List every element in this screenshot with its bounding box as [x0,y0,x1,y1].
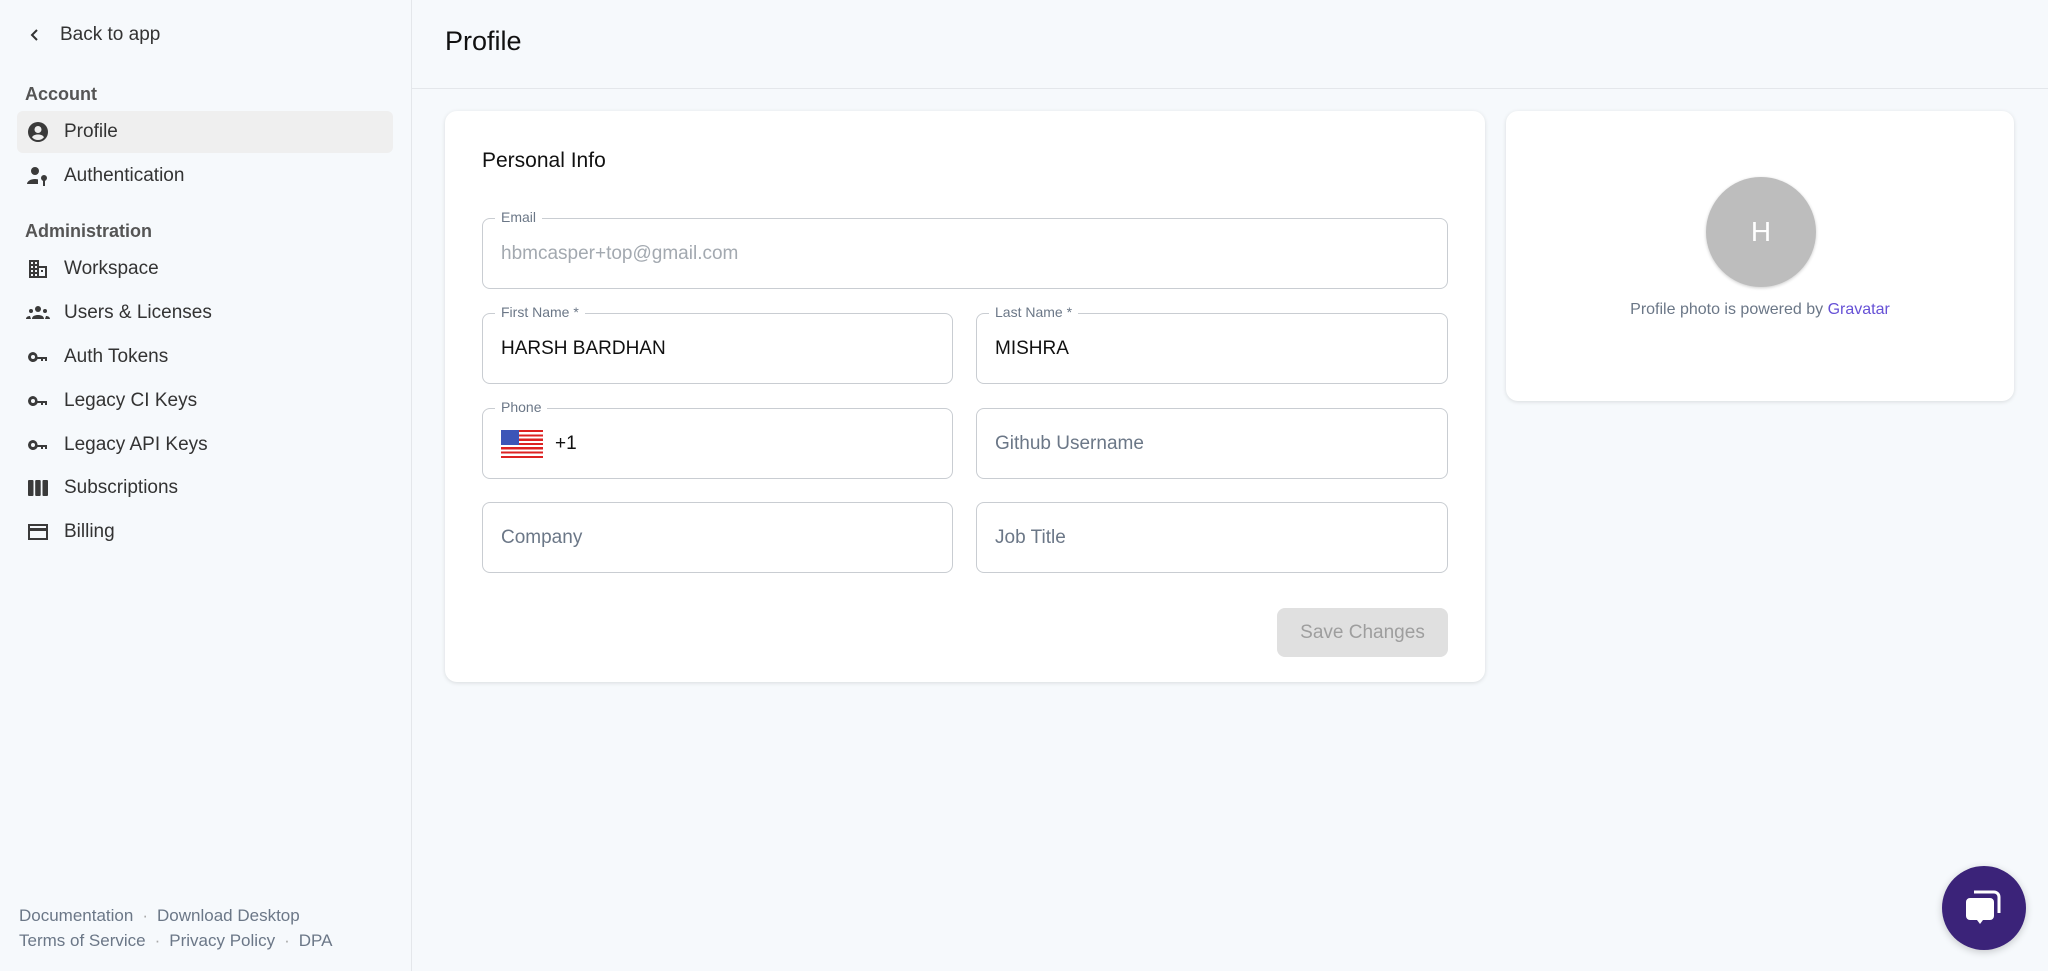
sidebar-item-label: Workspace [64,258,159,279]
github-username-field[interactable]: Github Username [976,408,1448,479]
user-key-icon [27,167,47,186]
phone-field[interactable]: Phone +1 [482,399,953,479]
chat-bubbles-icon [1966,890,2001,924]
key-icon [28,396,47,406]
field-value: MISHRA [995,337,1069,359]
field-placeholder: Github Username [995,432,1144,454]
sidebar-item-profile[interactable]: Profile [17,111,393,153]
privacy-link[interactable]: Privacy Policy [169,931,276,950]
save-changes-button[interactable]: Save Changes [1277,608,1448,657]
page-title: Profile [445,26,522,56]
group-icon [26,306,50,319]
download-desktop-link[interactable]: Download Desktop [157,906,300,925]
gravatar-caption: Profile photo is powered by Gravatar [1506,301,2014,319]
sidebar-item-subscriptions[interactable]: Subscriptions [17,467,393,509]
field-value: HARSH BARDHAN [501,337,666,359]
personal-info-card: Personal Info Email hbmcasper+top@gmail.… [445,111,1485,682]
gravatar-link[interactable]: Gravatar [1827,301,1890,318]
sidebar-item-label: Authentication [64,165,185,186]
page-header: Profile [412,0,2048,89]
sidebar-item-authentication[interactable]: Authentication [17,155,393,197]
key-icon [28,440,47,450]
field-value: hbmcasper+top@gmail.com [501,242,739,264]
first-name-field[interactable]: First Name * HARSH BARDHAN [482,304,953,384]
sidebar-item-legacy-api-keys[interactable]: Legacy API Keys [17,424,393,466]
field-label: Phone [495,399,548,415]
card-title: Personal Info [482,149,606,172]
field-label: Last Name * [989,304,1079,320]
sidebar-item-label: Legacy CI Keys [64,390,198,411]
back-label: Back to app [60,24,161,45]
sidebar: Back to app Account Profile Authenticati… [0,0,412,971]
sidebar-item-label: Auth Tokens [64,346,169,367]
credit-card-icon [28,524,48,540]
avatar: H [1706,177,1816,287]
footer-links-row-2: Terms of Service · Privacy Policy · DPA [19,931,333,950]
company-field[interactable]: Company [482,502,953,573]
sidebar-item-label: Subscriptions [64,477,179,498]
field-placeholder: Job Title [995,526,1066,548]
documentation-link[interactable]: Documentation [19,906,134,925]
job-title-field[interactable]: Job Title [976,502,1448,573]
chat-support-button[interactable] [1942,866,2026,950]
sidebar-item-auth-tokens[interactable]: Auth Tokens [17,336,393,378]
last-name-field[interactable]: Last Name * MISHRA [976,304,1448,384]
field-placeholder: Company [501,526,583,548]
building-icon [29,260,47,278]
profile-photo-card: H Profile photo is powered by Gravatar [1506,111,2014,401]
footer-links-row-1: Documentation · Download Desktop [19,906,300,925]
sidebar-item-billing[interactable]: Billing [17,511,393,553]
sidebar-item-label: Legacy API Keys [64,434,208,455]
back-to-app-link[interactable]: Back to app [28,24,160,46]
email-field[interactable]: Email hbmcasper+top@gmail.com [482,209,1448,289]
sidebar-item-workspace[interactable]: Workspace [17,248,393,290]
us-flag-icon[interactable] [501,429,543,458]
sidebar-item-legacy-ci-keys[interactable]: Legacy CI Keys [17,380,393,422]
section-administration: Administration [25,221,153,241]
account-circle-icon [28,122,48,142]
sidebar-item-label: Profile [64,121,118,142]
sidebar-item-label: Billing [64,521,115,542]
field-label: Email [495,209,543,225]
field-label: First Name * [495,304,585,320]
terms-link[interactable]: Terms of Service [19,931,146,950]
sidebar-item-label: Users & Licenses [64,302,212,323]
key-icon [28,352,47,362]
columns-icon [28,480,48,496]
section-account: Account [25,84,97,104]
caption-text: Profile photo is powered by [1630,301,1824,318]
sidebar-item-users-licenses[interactable]: Users & Licenses [17,292,393,334]
chevron-left-icon [30,29,38,41]
dpa-link[interactable]: DPA [298,931,333,950]
field-value: +1 [555,432,577,454]
